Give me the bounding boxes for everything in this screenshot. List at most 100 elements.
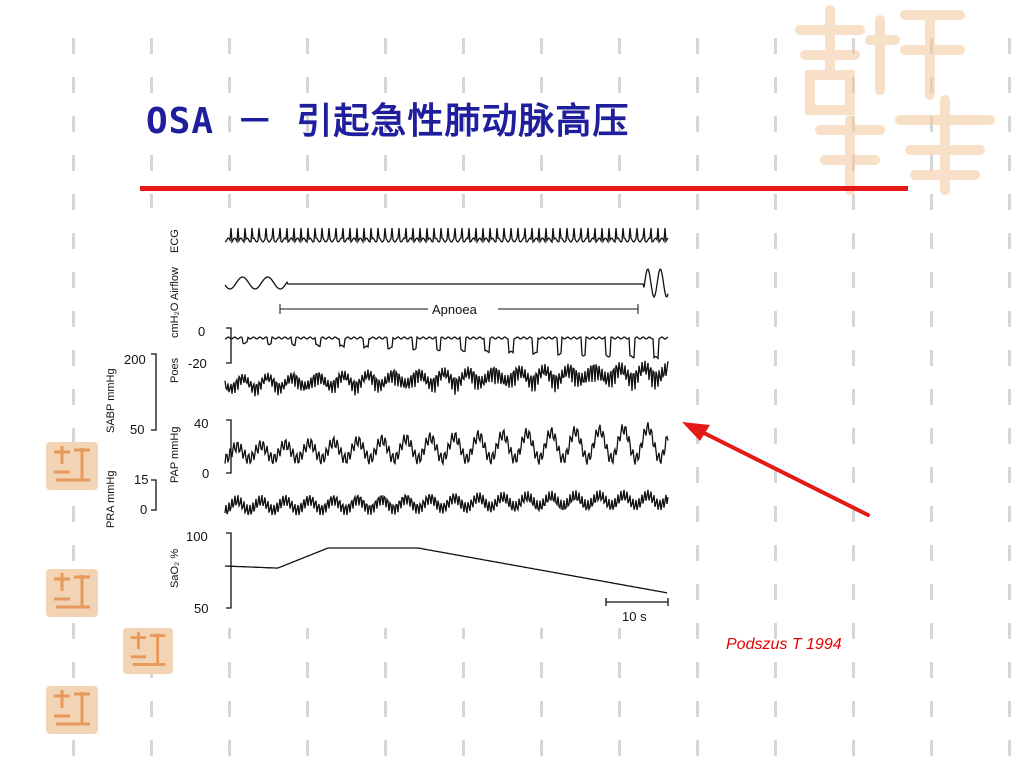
background-dash [852, 467, 855, 483]
background-dash [150, 116, 153, 132]
background-dash [618, 701, 621, 717]
background-dash [618, 623, 621, 639]
background-dash [1008, 545, 1011, 561]
annotation-arrow [682, 422, 870, 517]
background-dash [852, 662, 855, 678]
background-dash [852, 389, 855, 405]
background-dash [696, 311, 699, 327]
background-dash [306, 77, 309, 93]
background-dash [618, 194, 621, 210]
seal-stamp [46, 686, 98, 734]
background-dash [228, 194, 231, 210]
seal-stamp [123, 627, 173, 675]
background-dash [540, 701, 543, 717]
tick-pra-0: 0 [140, 502, 147, 517]
background-dash [1008, 623, 1011, 639]
background-dash [774, 701, 777, 717]
label-airflow: cmH₂O Airflow [169, 267, 181, 338]
background-dash [852, 233, 855, 249]
background-dash [852, 584, 855, 600]
background-dash [618, 662, 621, 678]
background-dash [462, 155, 465, 171]
background-dash [540, 194, 543, 210]
background-dash [852, 38, 855, 54]
background-dash [540, 623, 543, 639]
tick-sao2-100: 100 [186, 529, 208, 544]
background-dash [1008, 311, 1011, 327]
background-dash [306, 38, 309, 54]
background-dash [774, 233, 777, 249]
background-dash [1008, 701, 1011, 717]
background-dash [1008, 272, 1011, 288]
background-dash [774, 428, 777, 444]
background-dash [852, 623, 855, 639]
label-ecg: ECG [169, 229, 181, 253]
tick-sabp-200: 200 [124, 352, 146, 367]
background-dash [228, 77, 231, 93]
background-dash [306, 740, 309, 756]
background-dash [150, 701, 153, 717]
airflow-trace [224, 268, 669, 299]
background-dash [696, 38, 699, 54]
axis-bracket [226, 327, 232, 364]
background-dash [150, 194, 153, 210]
background-dash [306, 194, 309, 210]
background-dash [462, 662, 465, 678]
axis-bracket [151, 353, 157, 431]
background-dash [72, 38, 75, 54]
background-dash [696, 740, 699, 756]
axis-bracket [226, 532, 232, 609]
background-dash [540, 155, 543, 171]
background-dash [696, 584, 699, 600]
background-dash [930, 584, 933, 600]
label-poes: Poes [169, 357, 181, 383]
background-dash [774, 194, 777, 210]
background-dash [228, 155, 231, 171]
tick-poes-neg20: -20 [188, 356, 207, 371]
background-dash [930, 389, 933, 405]
background-dash [774, 545, 777, 561]
background-dash [696, 194, 699, 210]
background-dash [72, 155, 75, 171]
background-dash [774, 623, 777, 639]
background-dash [852, 428, 855, 444]
background-dash [618, 38, 621, 54]
background-dash [1008, 194, 1011, 210]
background-dash [930, 506, 933, 522]
background-dash [852, 272, 855, 288]
background-dash [72, 194, 75, 210]
background-dash [696, 623, 699, 639]
background-dash [1008, 662, 1011, 678]
background-dash [1008, 506, 1011, 522]
background-dash [618, 155, 621, 171]
background-dash [1008, 77, 1011, 93]
background-dash [852, 311, 855, 327]
background-dash [72, 545, 75, 561]
label-pap: PAP mmHg [169, 427, 181, 483]
background-dash [696, 155, 699, 171]
scale-bar-label: 10 s [622, 609, 647, 624]
background-dash [150, 38, 153, 54]
background-dash [1008, 116, 1011, 132]
background-dash [384, 155, 387, 171]
background-dash [618, 77, 621, 93]
background-dash [774, 350, 777, 366]
background-dash [72, 740, 75, 756]
background-dash [930, 272, 933, 288]
apnoea-bracket [279, 304, 639, 314]
background-dash [930, 740, 933, 756]
axis-bracket [151, 479, 157, 511]
slide-title: OSA － 引起急性肺动脉高压 [146, 101, 630, 142]
background-dash [774, 116, 777, 132]
background-dash [774, 38, 777, 54]
background-dash [1008, 584, 1011, 600]
seal-stamp [46, 569, 98, 617]
background-dash [774, 272, 777, 288]
background-dash [930, 311, 933, 327]
background-dash [852, 194, 855, 210]
background-dash [930, 350, 933, 366]
background-dash [1008, 389, 1011, 405]
ecg-trace [224, 227, 669, 244]
background-dash [72, 350, 75, 366]
background-dash [1008, 38, 1011, 54]
